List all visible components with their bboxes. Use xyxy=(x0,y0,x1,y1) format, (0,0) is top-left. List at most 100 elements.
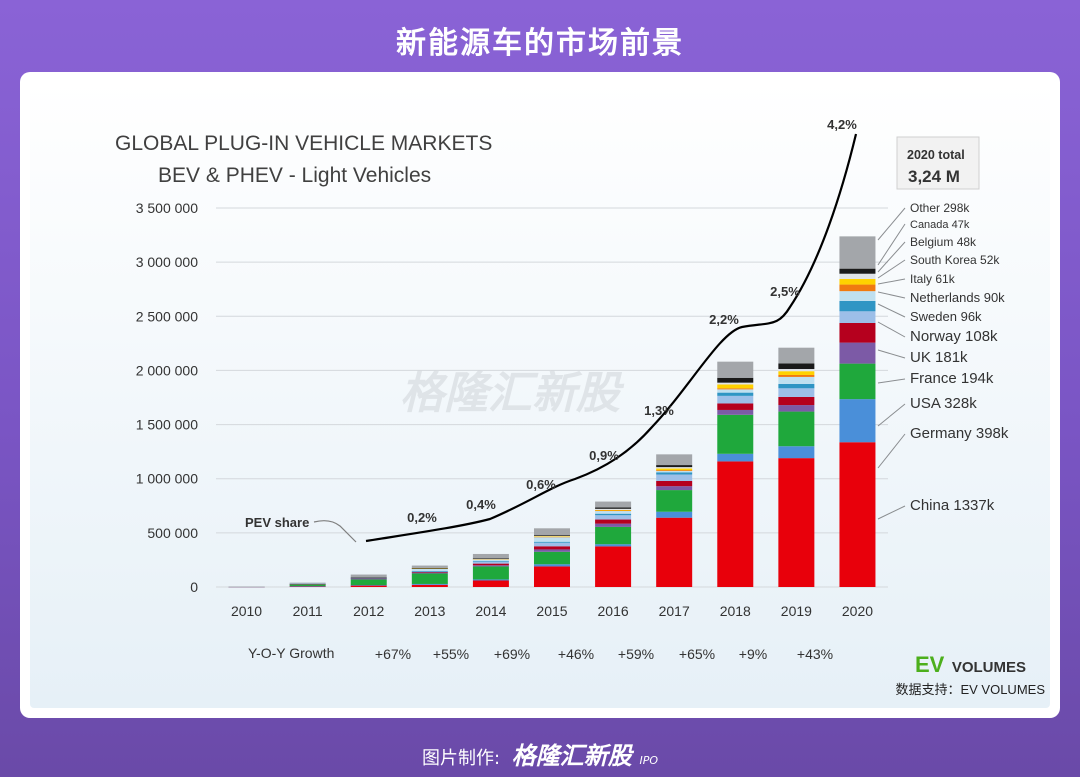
bar-segment-norway-2016 xyxy=(595,515,632,520)
series-label: Germany 398k xyxy=(910,425,1009,442)
bar-segment-germany-2020 xyxy=(839,399,876,443)
logo-volumes: VOLUMES xyxy=(952,659,1026,676)
bar-segment-norway-2020 xyxy=(839,311,876,323)
bar-segment-sweden-2014 xyxy=(472,560,509,562)
series-label: UK 181k xyxy=(910,349,968,366)
bar-segment-usa-2013 xyxy=(411,573,448,584)
bar-segment-other-2014 xyxy=(472,553,509,559)
bar-segment-uk-2015 xyxy=(534,546,570,550)
bar-segment-france-2012 xyxy=(350,578,387,580)
series-label: Sweden 96k xyxy=(910,309,982,324)
pev-share-value: 0,6% xyxy=(526,477,556,492)
bar-segment-china-2015 xyxy=(534,566,570,587)
pev-share-value: 2,5% xyxy=(770,284,800,299)
bar-segment-norway-2017 xyxy=(656,474,693,481)
chart-subtitle: BEV & PHEV - Light Vehicles xyxy=(158,164,431,187)
series-label: China 1337k xyxy=(910,497,995,514)
bar-segment-belgium-2020 xyxy=(839,273,876,279)
series-label: Netherlands 90k xyxy=(910,290,1005,305)
growth-value: +55% xyxy=(433,646,469,662)
bar-segment-norway-2018 xyxy=(717,395,754,404)
y-tick-label: 3 500 000 xyxy=(136,200,198,216)
y-tick-label: 2 500 000 xyxy=(136,308,198,324)
credit-label: 图片制作: xyxy=(421,748,501,769)
bar-segment-netherlands-2015 xyxy=(534,536,570,542)
growth-value: +9% xyxy=(739,646,767,662)
bar-segment-france-2013 xyxy=(411,572,448,574)
x-tick-label: 2014 xyxy=(475,603,506,619)
credit-brand-suffix: IPO xyxy=(639,754,659,767)
x-tick-label: 2016 xyxy=(598,603,629,619)
bar-segment-france-2018 xyxy=(717,409,754,415)
total-box-label: 2020 total xyxy=(907,148,965,162)
y-tick-label: 3 000 000 xyxy=(136,254,198,270)
x-axis-labels: 2010 2011 2012 2013 2014 2015 2016 2017 2018 2019… xyxy=(231,603,873,619)
pev-share-value: 4,2% xyxy=(827,117,857,132)
bar-segment-canada-2015 xyxy=(534,535,570,536)
total-box-value: 3,24 M xyxy=(908,167,960,186)
total-box xyxy=(896,136,980,190)
bar-segment-usa-2016 xyxy=(595,526,632,545)
x-tick-label: 2010 xyxy=(231,603,262,619)
bar-segment-france-2019 xyxy=(778,405,815,412)
bar-segment-china-2013 xyxy=(411,584,448,587)
bar-segment-china-2018 xyxy=(717,461,754,587)
bar-segment-germany-2015 xyxy=(534,564,570,567)
bar-segment-france-2014 xyxy=(472,565,509,567)
growth-label: Y-O-Y Growth xyxy=(248,645,334,661)
credit-footer: 图片制作: 格隆汇新股 IPO xyxy=(0,736,1080,771)
bar-segment-belgium-2018 xyxy=(717,382,754,385)
growth-value: +65% xyxy=(679,646,715,662)
bar-segment-norway-2011 xyxy=(289,583,326,585)
bar-segment-france-2015 xyxy=(534,549,570,552)
bar-segment-germany-2011 xyxy=(289,586,326,587)
bar-segment-uk-2019 xyxy=(778,396,815,406)
bar-segment-other-2015 xyxy=(534,528,570,536)
series-labels: Other 298k Canada 47k Belgium 48k South Kor… xyxy=(877,201,1009,520)
series-label: Canada 47k xyxy=(910,219,970,231)
y-tick-label: 500 000 xyxy=(147,525,198,541)
bar-segment-canada-2016 xyxy=(595,507,632,509)
bar-segment-netherlands-2017 xyxy=(656,471,693,473)
series-label: France 194k xyxy=(910,370,994,387)
series-label-leader xyxy=(877,291,906,299)
series-label: USA 328k xyxy=(910,395,977,412)
bar-segment-canada-2019 xyxy=(778,363,815,370)
pev-share-label: PEV share xyxy=(245,515,309,530)
bar-segment-germany-2012 xyxy=(350,585,387,586)
bar-segment-china-2017 xyxy=(656,517,693,587)
bar-segment-canada-2017 xyxy=(656,465,693,468)
bar-segment-italy-2016 xyxy=(595,510,632,512)
x-tick-label: 2020 xyxy=(842,603,873,619)
chart-card: 格隆汇新股 GLOBAL PLUG-IN VEHICLE MARKETS BEV… xyxy=(20,72,1060,718)
pev-share-value: 0,4% xyxy=(466,497,496,512)
series-label-leader xyxy=(877,505,906,520)
credit-brand: 格隆汇新股 xyxy=(511,742,632,770)
bar-segment-other-2016 xyxy=(595,501,632,508)
growth-value: +46% xyxy=(558,646,594,662)
series-label-leader xyxy=(877,349,906,359)
bar-segment-china-2020 xyxy=(839,442,876,587)
gridlines xyxy=(216,207,888,588)
bar-segment-other-2011 xyxy=(289,582,326,584)
bar-segment-south-korea-2019 xyxy=(778,371,815,375)
bar-segment-norway-2019 xyxy=(778,388,815,397)
bar-segment-china-2016 xyxy=(595,546,632,587)
bar-segment-canada-2020 xyxy=(839,268,876,274)
series-label-leader xyxy=(877,241,906,273)
bar-segment-germany-2019 xyxy=(778,446,815,459)
bar-segment-other-2010 xyxy=(228,586,265,588)
bar-segment-uk-2012 xyxy=(350,578,387,580)
chart-title: GLOBAL PLUG-IN VEHICLE MARKETS xyxy=(115,132,492,155)
bar-segment-uk-2014 xyxy=(472,563,509,566)
bar-segment-usa-2018 xyxy=(717,414,754,454)
bar-segment-south-korea-2018 xyxy=(717,384,754,389)
x-tick-label: 2013 xyxy=(414,603,445,619)
bar-segment-canada-2018 xyxy=(717,377,754,383)
bar-segment-china-2019 xyxy=(778,458,815,587)
series-label-leader xyxy=(877,259,906,279)
bar-segment-france-2017 xyxy=(656,486,693,491)
bar-segment-south-korea-2016 xyxy=(595,509,632,511)
pev-share-line xyxy=(365,133,858,543)
bar-segment-netherlands-2020 xyxy=(839,291,876,301)
